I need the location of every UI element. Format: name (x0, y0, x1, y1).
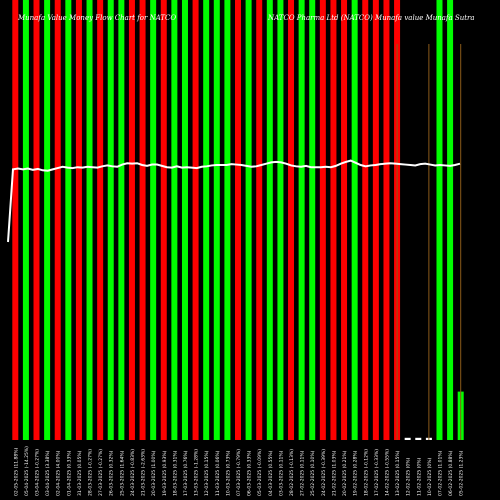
x-tick-label-34: 17-02-2025 (-0.33%) (374, 449, 380, 496)
x-tick-label-27: 27-02-2025 (0.11%) (300, 450, 306, 496)
bar-21 (235, 0, 241, 440)
bar-34 (372, 0, 379, 440)
x-tick-label-25: 03-03-2025 (0.11%) (278, 450, 284, 496)
x-tick-label-19: 11-03-2025 (0.06%) (215, 450, 221, 496)
x-tick-label-22: 06-03-2025 (0.33%) (247, 450, 253, 496)
x-labels-group: 02-05-2025 (11.88%) 05-04-2025 (-14.25%) 0… (13, 446, 464, 496)
bar-24 (266, 0, 273, 440)
bar-8 (97, 0, 104, 440)
x-tick-label-5: 01-04-2025 (0.33%) (66, 450, 72, 496)
x-tick-label-3: 03-04-2025 (3.38%) (45, 450, 51, 496)
x-tick-label-38: 11-02-2025 (0%) (416, 458, 422, 496)
x-tick-label-11: 24-03-2025 (-0.83%) (130, 449, 136, 496)
bar-3 (44, 0, 51, 440)
bar-11 (128, 0, 135, 440)
bar-40 (436, 0, 443, 440)
x-tick-label-4: 02-04-2025 (4.00%) (56, 450, 62, 496)
x-tick-label-26: 28-02-2025 (-0.13%) (289, 449, 295, 496)
bar-30 (330, 0, 337, 440)
x-tick-label-10: 25-03-2025 (1.64%) (119, 450, 125, 496)
x-tick-label-29: 24-02-2025 (-0.39%) (321, 449, 327, 496)
bar-35 (383, 0, 390, 440)
x-tick-label-2: 03-04-2025 (-0.27%) (35, 449, 41, 496)
x-tick-label-32: 19-02-2025 (0.28%) (353, 450, 359, 496)
x-tick-label-18: 12-03-2025 (0.15%) (204, 450, 210, 496)
bar-41 (447, 0, 454, 440)
bar-38 (415, 437, 422, 440)
x-tick-label-1: 05-04-2025 (-14.25%) (24, 446, 30, 496)
thin-lines-group (396, 44, 462, 440)
bar-25 (277, 0, 284, 440)
chart-title-left: Munafa Value Money Flow Chart for NATCO (18, 14, 177, 22)
bar-28 (309, 0, 316, 440)
bar-31 (341, 0, 348, 440)
x-tick-label-8: 27-03-2025 (-0.27%) (98, 449, 104, 496)
bar-5 (65, 0, 72, 440)
x-tick-label-12: 21-03-2025 (-2.63%) (141, 449, 147, 496)
bar-6 (75, 0, 82, 440)
x-tick-label-31: 20-02-2025 (0.21%) (342, 450, 348, 496)
bar-4 (54, 0, 61, 440)
x-tick-label-15: 18-03-2025 (0.31%) (172, 450, 178, 496)
bar-16 (181, 0, 188, 440)
bar-26 (288, 0, 295, 440)
bar-15 (171, 0, 178, 440)
bar-18 (203, 0, 210, 440)
bar-10 (118, 0, 125, 440)
x-tick-label-28: 25-02-2025 (0.10%) (310, 450, 316, 496)
x-tick-label-40: 07-02-2025 (1.01%) (437, 450, 443, 496)
x-tick-label-9: 26-03-2025 (0.32%) (109, 450, 115, 496)
bars-group (12, 0, 464, 440)
x-tick-label-39: 10-02-2025 (0%) (427, 458, 433, 496)
x-tick-label-21: 07-03-2025 (-0.79%) (236, 449, 242, 496)
x-tick-label-13: 20-03-2025 (1.00%) (151, 450, 157, 496)
bar-37 (404, 437, 411, 440)
bar-1 (22, 0, 29, 440)
x-tick-label-6: 31-03-2025 (0.05%) (77, 450, 83, 496)
bar-7 (86, 0, 93, 440)
bar-20 (224, 0, 231, 440)
price-line-group (7, 159, 461, 243)
x-tick-label-17: 13-03-2025 (-1.28%) (194, 449, 200, 496)
x-tick-label-20: 10-03-2025 (0.73%) (225, 450, 231, 496)
bar-32 (351, 0, 358, 440)
x-tick-label-37: 12-02-2025 (0%) (406, 458, 412, 496)
bar-33 (362, 0, 369, 440)
price-line (7, 159, 461, 243)
x-tick-label-14: 19-03-2025 (0.93%) (162, 450, 168, 496)
bar-2 (33, 0, 40, 440)
x-tick-label-42: 05-02-2025 (1.23%) (459, 450, 465, 496)
x-tick-label-7: 28-03-2025 (-0.27%) (88, 449, 94, 496)
bar-12 (139, 0, 146, 440)
x-tick-label-24: 04-03-2025 (0.55%) (268, 450, 274, 496)
bar-19 (213, 0, 220, 440)
x-tick-label-35: 14-02-2025 (-0.55%) (384, 449, 390, 496)
bar-23 (256, 0, 263, 440)
x-tick-label-0: 02-05-2025 (11.88%) (13, 448, 19, 496)
bar-22 (245, 0, 252, 440)
bar-17 (192, 0, 199, 440)
x-tick-label-30: 21-02-2025 (1.03%) (331, 450, 337, 496)
bar-9 (107, 0, 114, 440)
chart-title-right: NATCO Pharma Ltd (NATCO) Munafa value Mu… (268, 14, 475, 22)
bar-13 (150, 0, 157, 440)
bar-29 (319, 0, 326, 440)
x-tick-label-23: 05-03-2025 (-0.09%) (257, 449, 263, 496)
x-tick-label-36: 13-02-2025 (0.15%) (395, 450, 401, 496)
bar-27 (298, 0, 305, 440)
bar-0 (12, 0, 19, 440)
x-tick-label-16: 17-03-2025 (0.76%) (183, 450, 189, 496)
bar-14 (160, 0, 167, 440)
x-tick-label-41: 06-02-2025 (0.88%) (448, 450, 454, 496)
x-tick-label-33: 18-02-2025 (-0.12%) (363, 449, 369, 496)
